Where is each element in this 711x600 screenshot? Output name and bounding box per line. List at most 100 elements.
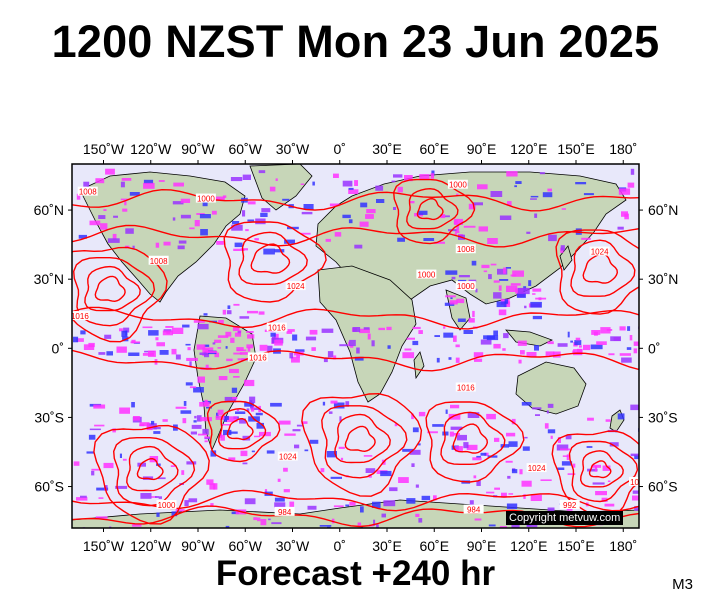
precip-cell (378, 327, 385, 331)
precip-cell (523, 494, 526, 499)
precip-cell (301, 211, 313, 215)
precip-cell (333, 173, 339, 178)
precip-cell (497, 268, 508, 275)
latitude-labels-right: 60˚N 30˚N 0˚ 30˚S 60˚S (639, 202, 678, 495)
isobar-label-bg (416, 269, 437, 279)
precip-cell (475, 288, 478, 293)
precip-cell (202, 202, 208, 207)
lon-tick-label: 60˚E (419, 538, 449, 554)
precip-cell (246, 408, 250, 412)
precip-cell (342, 214, 351, 219)
precip-cell (325, 238, 331, 242)
precip-cell (498, 309, 507, 316)
lon-tick-label: 60˚W (229, 538, 263, 554)
precip-cell (244, 498, 256, 505)
precip-cell (225, 525, 230, 528)
precip-cell (608, 353, 615, 356)
precip-cell (468, 279, 477, 283)
precip-cell (339, 416, 342, 422)
precip-cell (418, 411, 426, 417)
precip-cell (371, 340, 375, 347)
precip-cell (453, 220, 458, 225)
precip-cell (506, 432, 516, 437)
precip-cell (323, 358, 328, 363)
precip-cell (352, 327, 361, 332)
precip-cell (404, 175, 413, 182)
precip-cell (254, 238, 259, 241)
precip-cell (230, 177, 243, 182)
precip-cell (188, 498, 198, 503)
precip-cell (98, 215, 106, 219)
precip-cell (501, 492, 507, 498)
precip-cell (162, 330, 173, 336)
precip-cell (445, 270, 458, 275)
precip-cell (621, 211, 628, 217)
precip-cell (366, 209, 376, 214)
precip-cell (363, 327, 370, 330)
precip-cell (222, 309, 226, 315)
precip-cell (412, 340, 419, 346)
precip-cell (450, 404, 460, 409)
precip-cell (191, 424, 202, 429)
isobar-line (72, 188, 639, 212)
isobar-line (93, 424, 210, 525)
precip-cell (449, 431, 454, 437)
precip-cell (233, 352, 242, 355)
precip-cell (312, 181, 315, 186)
precip-cell (215, 196, 225, 201)
precip-cell (349, 501, 356, 506)
precip-cell (547, 507, 555, 514)
isobar-line (551, 430, 639, 518)
precip-cell (518, 359, 522, 364)
precip-cell (557, 343, 568, 347)
precip-cell (156, 342, 165, 347)
precip-cell (499, 526, 507, 528)
precip-cell (432, 424, 444, 427)
precip-cell (210, 503, 214, 507)
precip-cell (339, 344, 349, 347)
precip-cell (415, 484, 419, 488)
isobar-label: 1024 (287, 282, 305, 291)
precip-cell (630, 168, 635, 175)
precip-cell (229, 368, 239, 374)
precip-cell (499, 279, 509, 281)
lon-tick-label: 90˚W (181, 141, 215, 157)
precip-cell (507, 475, 511, 479)
precip-cell (583, 344, 591, 351)
precip-cell (216, 241, 224, 245)
precip-cell (376, 199, 385, 203)
precip-cell (540, 479, 552, 481)
precip-cell (553, 351, 561, 358)
precip-cell (503, 333, 509, 339)
precip-cell (112, 428, 116, 433)
isobar-label: 1016 (249, 354, 267, 363)
precip-cell (530, 301, 542, 308)
precip-cell (340, 457, 344, 461)
precip-cell (528, 280, 532, 286)
precip-cell (202, 428, 209, 435)
precip-cell (330, 476, 342, 479)
precip-cell (632, 490, 639, 494)
precip-cell (247, 201, 256, 205)
land-africa (317, 265, 417, 403)
precip-cell (256, 422, 264, 429)
precip-cell (327, 351, 334, 358)
precip-cell (468, 318, 475, 323)
precip-cell (503, 267, 506, 274)
precip-cell (73, 336, 79, 343)
precip-cell (619, 353, 631, 356)
precip-cell (604, 503, 615, 507)
precip-cell (291, 356, 300, 363)
precip-cell (132, 524, 142, 527)
precip-cell (215, 415, 226, 420)
precip-cell (235, 411, 246, 414)
precip-cell (629, 335, 633, 341)
precip-cell (225, 346, 228, 349)
precip-cell (547, 188, 552, 192)
precip-cell (223, 419, 227, 422)
precip-cell (189, 227, 195, 230)
isobar-label: 1008 (457, 245, 475, 254)
precip-cell (232, 221, 240, 225)
precip-cell (411, 463, 415, 467)
precip-cell (162, 419, 168, 422)
